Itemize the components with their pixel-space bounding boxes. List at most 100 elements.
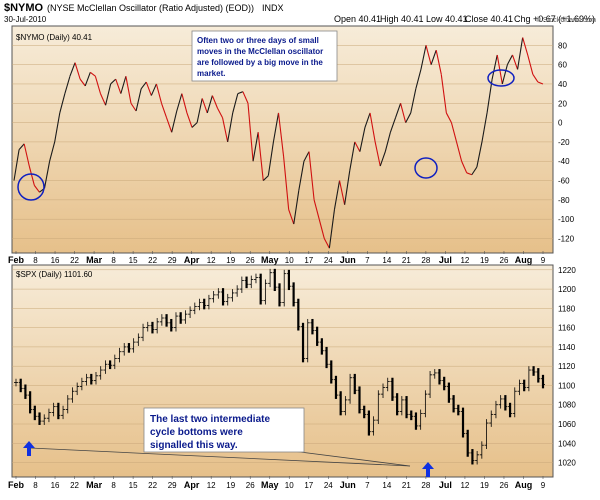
spx-x-tick: 8 <box>111 481 116 490</box>
oscillator-y-tick: 20 <box>558 99 567 108</box>
header-exchange: INDX <box>262 3 284 13</box>
spx-ohlc-bar <box>296 298 301 331</box>
spx-ohlc-bar <box>117 347 122 363</box>
spx-x-tick: 16 <box>51 481 60 490</box>
spx-ohlc-bar <box>404 396 409 419</box>
spx-ohlc-bar <box>428 371 433 398</box>
spx-x-tick: Feb <box>8 480 25 490</box>
spx-x-tick: 22 <box>148 481 157 490</box>
oscillator-segment <box>145 81 152 96</box>
spx-x-tick: Aug <box>515 480 533 490</box>
oscillator-x-tick: Aug <box>515 255 533 265</box>
spx-y-tick: 1180 <box>558 304 576 313</box>
oscillator-segment <box>43 161 51 189</box>
spx-ohlc-bar <box>362 405 367 419</box>
spx-ohlc-bar <box>395 393 400 416</box>
spx-ohlc-bar <box>173 312 178 332</box>
spx-ohlc-bar <box>14 378 18 387</box>
circle-aug <box>487 69 515 87</box>
oscillator-segment <box>476 141 483 168</box>
spx-ohlc-bar <box>150 321 155 334</box>
oscillator-x-tick: 14 <box>382 256 391 265</box>
oscillator-segment <box>415 69 422 89</box>
header-open: Open 40.41 <box>334 14 381 24</box>
oscillator-x-tick: 22 <box>148 256 157 265</box>
oscillator-segment <box>227 112 234 143</box>
spx-ohlc-bar <box>385 377 390 392</box>
spx-ohlc-bar <box>456 404 461 416</box>
oscillator-panel: -120 -100 -80 -60 -40 -20 0 20 40 60 80 $NYMO (Dai… <box>11 25 575 254</box>
spx-ohlc-bar <box>310 318 315 335</box>
oscillator-segment <box>74 62 81 80</box>
spx-ohlc-bar <box>390 377 395 401</box>
spx-x-tick: 12 <box>207 481 216 490</box>
spx-ohlc-bar <box>122 343 127 356</box>
oscillator-segment <box>277 112 285 157</box>
oscillator-line <box>13 37 544 249</box>
oscillator-segment <box>288 209 295 225</box>
spx-x-tick: 28 <box>421 481 430 490</box>
spx-ohlc-bar <box>338 391 343 416</box>
top-note: Often two or three days of small moves i… <box>191 30 338 82</box>
oscillator-y-tick: -60 <box>558 177 570 186</box>
spx-y-axis: 1020 1040 1060 1080 1100 1120 1140 1160 1180 1200… <box>558 266 576 468</box>
oscillator-segment <box>349 141 356 171</box>
oscillator-segment <box>84 72 91 87</box>
oscillator-segment <box>64 76 71 94</box>
oscillator-segment <box>333 180 341 210</box>
header-chg: Chg +0.67 (+1.69%) <box>514 14 595 24</box>
spx-ohlc-bar <box>75 382 80 396</box>
spx-ohlc-bar <box>493 400 498 419</box>
oscillator-y-tick: 0 <box>558 119 563 128</box>
spx-ohlc-bar <box>249 275 254 289</box>
oscillator-segment <box>344 170 351 205</box>
spx-ohlc-bar <box>169 318 174 332</box>
oscillator-y-tick: -40 <box>558 157 570 166</box>
oscillator-segment <box>506 54 513 65</box>
spx-ohlc-bar <box>221 288 226 306</box>
oscillator-segment <box>105 83 112 106</box>
oscillator-segment <box>394 103 402 118</box>
header-symbol: $NYMO <box>4 2 44 14</box>
oscillator-segment <box>59 93 66 114</box>
spx-ohlc-bar <box>399 396 404 416</box>
spx-ohlc-bar <box>329 360 334 384</box>
spx-ohlc-bar <box>235 285 240 297</box>
oscillator-segment <box>425 45 432 65</box>
spx-x-axis: Feb 8 16 22 Mar 8 15 22 29 Apr 12 19 26 May 10 17 24 Jun 7… <box>8 476 546 490</box>
spx-ohlc-bar <box>93 371 98 385</box>
spx-ohlc-bar <box>42 414 47 425</box>
oscillator-segment <box>517 37 524 70</box>
oscillator-segment <box>191 122 198 128</box>
spx-ohlc-bar <box>126 343 131 353</box>
oscillator-segment <box>501 64 508 85</box>
oscillator-segment <box>115 78 122 94</box>
spx-ohlc-bar <box>366 410 371 436</box>
oscillator-x-tick: 26 <box>246 256 255 265</box>
oscillator-segment <box>435 50 442 75</box>
spx-x-tick: 10 <box>285 481 294 490</box>
spx-ohlc-bar <box>536 368 541 383</box>
spx-ohlc-bar <box>503 395 508 411</box>
oscillator-x-tick: Feb <box>8 255 25 265</box>
oscillator-x-tick: 19 <box>480 256 489 265</box>
header-date: 30-Jul-2010 <box>4 15 47 24</box>
spx-x-tick: 8 <box>33 481 38 490</box>
spx-ohlc-bar <box>89 373 94 385</box>
oscillator-y-tick: -80 <box>558 196 570 205</box>
spx-ohlc-bar <box>51 402 56 417</box>
oscillator-circles <box>17 69 515 201</box>
cycle-bottom-arrows <box>23 441 434 477</box>
oscillator-segment <box>171 110 178 133</box>
spx-ohlc-bar <box>315 326 320 346</box>
oscillator-segment <box>293 190 300 225</box>
spx-x-tick: 21 <box>402 481 411 490</box>
header-watermark: © StockCharts.com <box>536 16 597 24</box>
oscillator-segment <box>232 93 239 114</box>
spx-x-tick: 12 <box>460 481 469 490</box>
chart-header: $NYMO (NYSE McClellan Oscillator (Ratio … <box>4 2 596 24</box>
spx-ohlc-bar <box>178 312 183 324</box>
oscillator-segment <box>247 103 254 162</box>
oscillator-segment <box>222 117 229 143</box>
